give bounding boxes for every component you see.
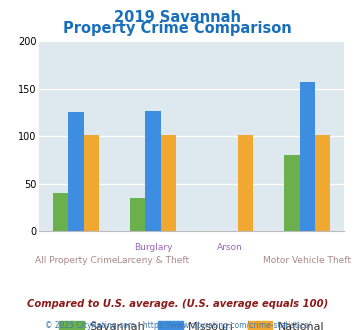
Bar — [284, 155, 300, 231]
Text: All Property Crime: All Property Crime — [35, 256, 117, 265]
Bar — [146, 111, 161, 231]
Text: Compared to U.S. average. (U.S. average equals 100): Compared to U.S. average. (U.S. average … — [27, 299, 328, 309]
Bar — [130, 198, 146, 231]
Text: Property Crime Comparison: Property Crime Comparison — [63, 21, 292, 36]
Text: Larceny & Theft: Larceny & Theft — [117, 256, 189, 265]
Bar — [300, 82, 315, 231]
Bar — [315, 135, 331, 231]
Legend: Savannah, Missouri, National: Savannah, Missouri, National — [55, 316, 329, 330]
Text: 2019 Savannah: 2019 Savannah — [114, 10, 241, 25]
Text: Burglary: Burglary — [134, 243, 173, 252]
Text: Arson: Arson — [217, 243, 243, 252]
Text: Motor Vehicle Theft: Motor Vehicle Theft — [263, 256, 351, 265]
Bar — [238, 135, 253, 231]
Text: © 2025 CityRating.com - https://www.cityrating.com/crime-statistics/: © 2025 CityRating.com - https://www.city… — [45, 321, 310, 330]
Bar — [53, 193, 69, 231]
Bar — [161, 135, 176, 231]
Bar — [84, 135, 99, 231]
Bar — [69, 113, 84, 231]
